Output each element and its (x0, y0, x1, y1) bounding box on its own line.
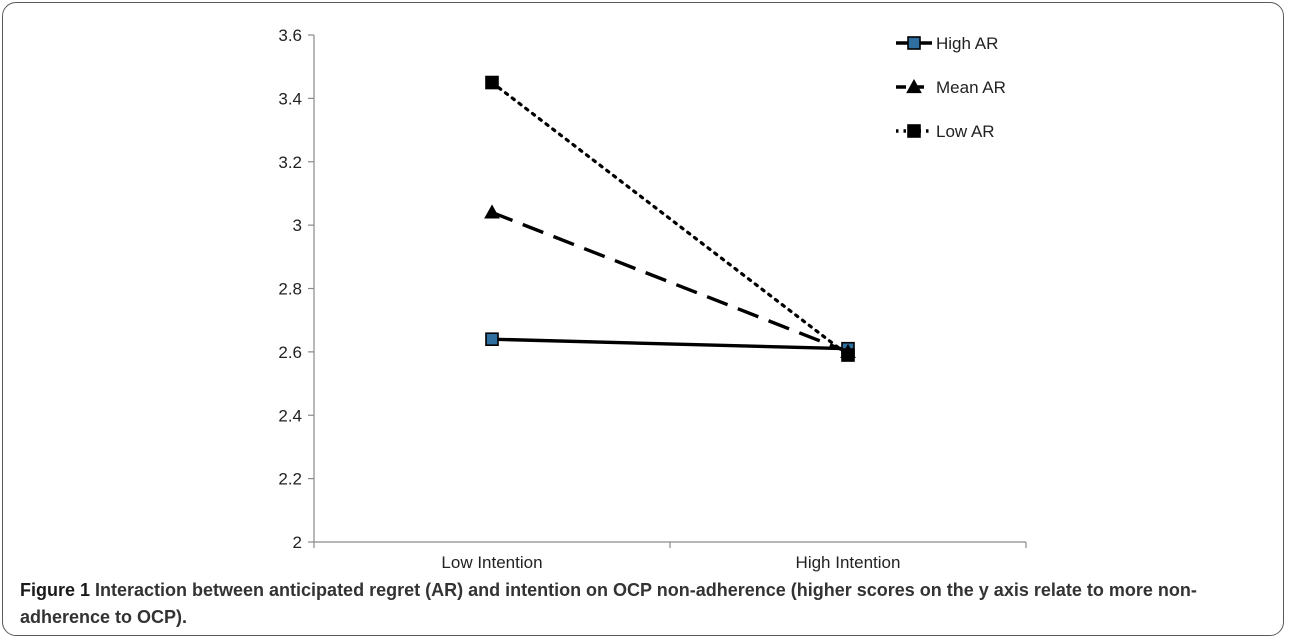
legend-marker-mean-ar (906, 78, 922, 94)
x-tick-label: Low Intention (441, 553, 542, 572)
legend-marker-low-ar (907, 124, 921, 138)
y-tick-label: 3 (293, 216, 302, 235)
y-tick-label: 3.2 (278, 153, 302, 172)
legend-label-low-ar: Low AR (936, 122, 995, 141)
series-line-high-ar (491, 337, 849, 351)
y-tick-label: 2.2 (278, 470, 302, 489)
data-point-low-ar (485, 75, 499, 90)
legend-label-high-ar: High AR (936, 34, 998, 53)
x-tick-label: High Intention (796, 553, 901, 572)
legend-marker-high-ar (907, 36, 921, 50)
y-axis-ticks: 2 2.2 2.4 2.6 2.8 3 3.2 3.4 3.6 (278, 26, 314, 552)
data-point-mean-ar (484, 204, 500, 219)
data-point-low-ar (841, 348, 855, 362)
y-tick-label: 2.8 (278, 280, 302, 299)
series-line-mean-ar (491, 210, 849, 354)
series-line-low-ar (490, 80, 850, 357)
data-point-high-ar (485, 332, 499, 347)
x-axis-ticks: Low Intention High Intention (313, 542, 1027, 572)
y-tick-label: 2.4 (278, 406, 302, 425)
caption-label: Figure 1 (20, 580, 96, 600)
legend: High AR Mean AR Low AR (896, 34, 1006, 141)
legend-label-mean-ar: Mean AR (936, 78, 1006, 97)
series-lines (490, 80, 850, 357)
y-tick-label: 2.6 (278, 343, 302, 362)
caption-text: Interaction between anticipated regret (… (20, 580, 1197, 627)
y-tick-label: 2 (293, 533, 302, 552)
figure-caption: Figure 1 Interaction between anticipated… (20, 577, 1270, 631)
series-markers (484, 75, 856, 362)
y-tick-label: 3.4 (278, 89, 302, 108)
y-tick-label: 3.6 (278, 26, 302, 45)
axes (313, 35, 1026, 543)
